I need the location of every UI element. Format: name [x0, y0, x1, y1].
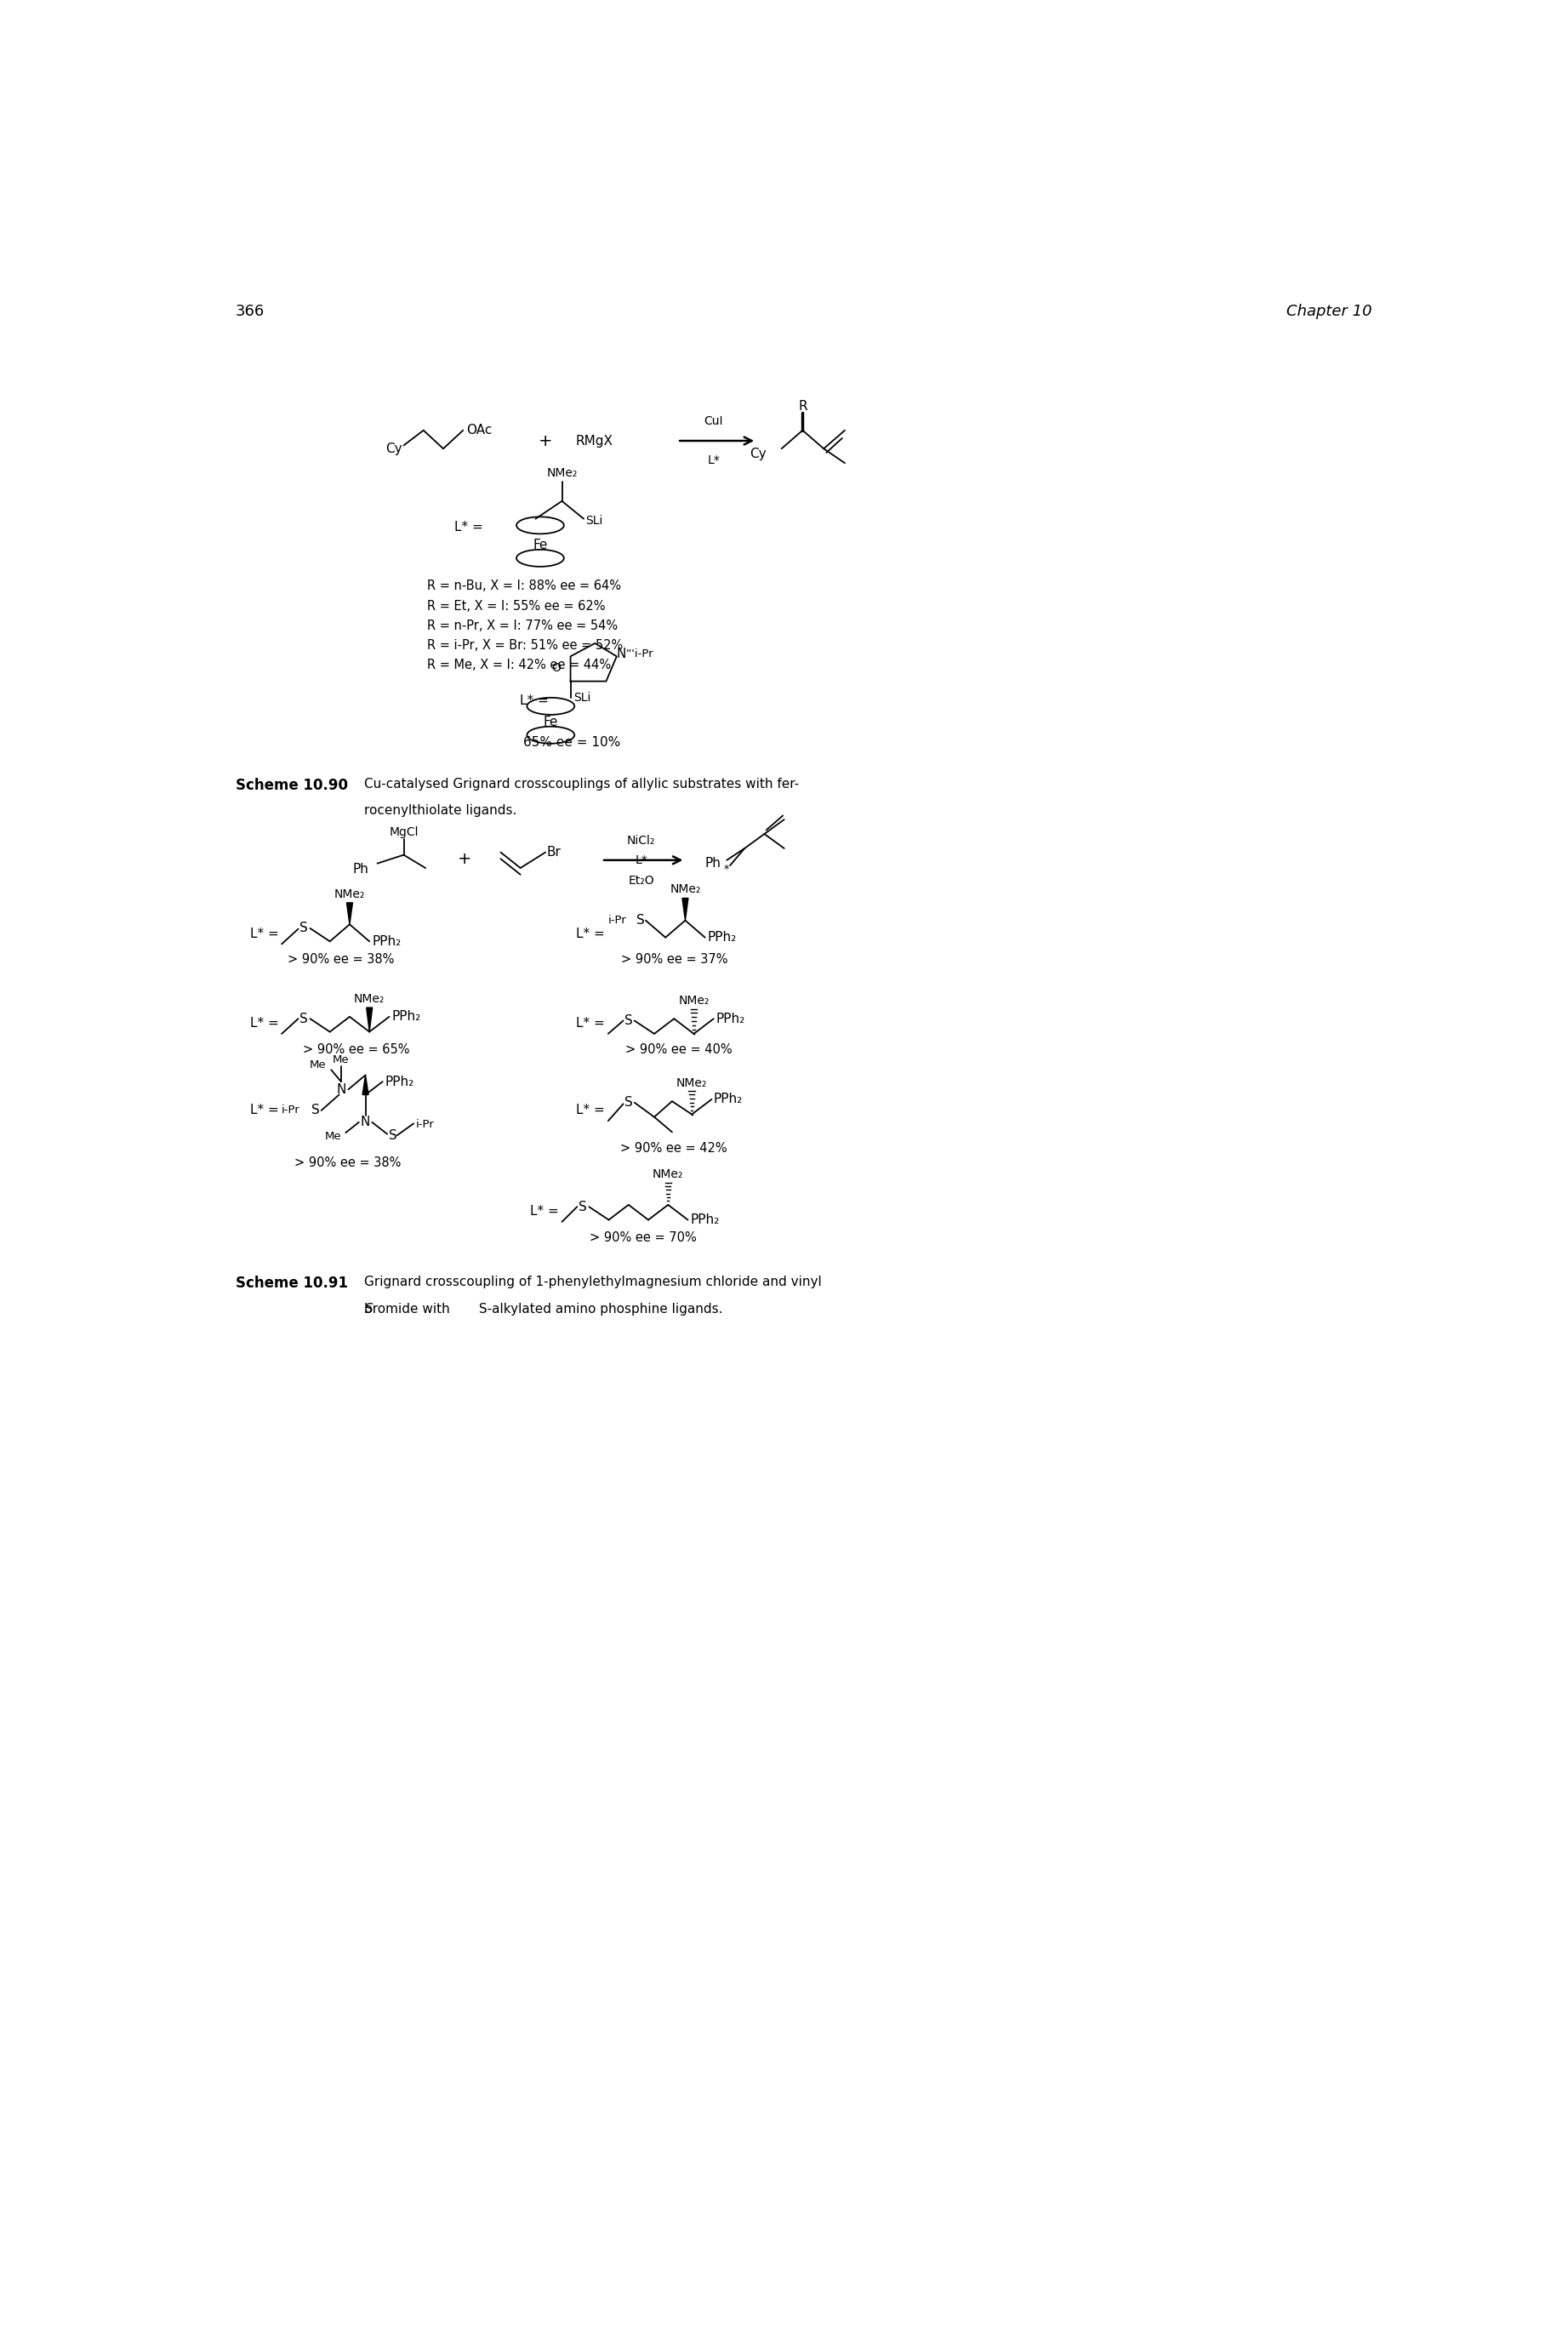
Text: Fe: Fe: [544, 715, 558, 729]
Text: S: S: [579, 1200, 586, 1214]
Polygon shape: [347, 903, 353, 924]
Text: +: +: [458, 851, 472, 868]
Text: SLi: SLi: [574, 691, 591, 703]
Text: L* =: L* =: [249, 927, 279, 941]
Text: PPh₂: PPh₂: [372, 936, 401, 948]
Text: i-Pr: i-Pr: [282, 1105, 299, 1115]
Text: S: S: [365, 1303, 373, 1315]
Text: L*: L*: [635, 854, 648, 866]
Text: R = n-Bu, X = I: 88% ee = 64%: R = n-Bu, X = I: 88% ee = 64%: [426, 581, 621, 593]
Polygon shape: [367, 1007, 372, 1033]
Text: PPh₂: PPh₂: [386, 1075, 414, 1089]
Polygon shape: [682, 898, 688, 920]
Text: N: N: [336, 1082, 347, 1096]
Text: *: *: [724, 863, 729, 875]
Text: S: S: [312, 1103, 320, 1117]
Text: L*: L*: [707, 454, 720, 466]
Text: L* =: L* =: [521, 694, 549, 708]
Text: PPh₂: PPh₂: [713, 1094, 743, 1105]
Text: S: S: [389, 1129, 397, 1141]
Text: L* =: L* =: [455, 520, 483, 534]
Text: Cy: Cy: [386, 442, 401, 454]
Text: +: +: [538, 433, 552, 449]
Text: R = i-Pr, X = Br: 51% ee = 52%: R = i-Pr, X = Br: 51% ee = 52%: [426, 640, 622, 652]
Text: Scheme 10.90: Scheme 10.90: [235, 779, 348, 793]
Text: O: O: [552, 663, 561, 675]
Text: RMgX: RMgX: [575, 435, 613, 447]
Text: NMe₂: NMe₂: [652, 1169, 684, 1181]
Text: R = Et, X = I: 55% ee = 62%: R = Et, X = I: 55% ee = 62%: [426, 600, 605, 612]
Text: N: N: [361, 1115, 370, 1129]
Text: SLi: SLi: [585, 515, 602, 527]
Text: CuI: CuI: [704, 416, 723, 428]
Text: 65% ee = 10%: 65% ee = 10%: [524, 736, 621, 748]
Text: Br: Br: [547, 847, 561, 858]
Text: L* =: L* =: [530, 1204, 558, 1218]
Text: PPh₂: PPh₂: [715, 1011, 745, 1025]
Text: NMe₂: NMe₂: [547, 468, 577, 480]
Text: S: S: [624, 1014, 633, 1028]
Text: Ph: Ph: [353, 863, 368, 875]
Text: Cu-catalysed Grignard crosscouplings of allylic substrates with fer-: Cu-catalysed Grignard crosscouplings of …: [364, 779, 800, 790]
Text: i-Pr: i-Pr: [416, 1120, 434, 1131]
Text: S: S: [299, 1011, 307, 1025]
Text: S: S: [299, 922, 307, 934]
Text: Chapter 10: Chapter 10: [1286, 303, 1372, 320]
Text: R: R: [798, 400, 808, 412]
Text: Grignard crosscoupling of 1-phenylethylmagnesium chloride and vinyl: Grignard crosscoupling of 1-phenylethylm…: [364, 1275, 822, 1289]
Text: Scheme 10.91: Scheme 10.91: [235, 1275, 348, 1291]
Text: NMe₂: NMe₂: [354, 993, 384, 1004]
Text: > 90% ee = 38%: > 90% ee = 38%: [287, 953, 395, 967]
Text: > 90% ee = 38%: > 90% ee = 38%: [295, 1157, 401, 1169]
Text: Fe: Fe: [533, 539, 547, 550]
Text: bromide with       S-alkylated amino phosphine ligands.: bromide with S-alkylated amino phosphine…: [364, 1303, 723, 1315]
Text: Cy: Cy: [750, 447, 767, 461]
Text: S: S: [624, 1096, 633, 1108]
Text: NMe₂: NMe₂: [679, 995, 709, 1007]
Text: i-Pr: i-Pr: [608, 915, 627, 927]
Text: 366: 366: [235, 303, 265, 320]
Text: '''i-Pr: '''i-Pr: [626, 649, 654, 659]
Text: Me: Me: [309, 1058, 326, 1070]
Text: N: N: [616, 647, 626, 661]
Text: NiCl₂: NiCl₂: [627, 835, 655, 847]
Text: Et₂O: Et₂O: [629, 875, 654, 887]
Text: > 90% ee = 65%: > 90% ee = 65%: [303, 1044, 409, 1056]
Text: PPh₂: PPh₂: [392, 1011, 420, 1023]
Text: L* =: L* =: [575, 1016, 605, 1030]
Text: R = Me, X = I: 42% ee = 44%: R = Me, X = I: 42% ee = 44%: [426, 659, 610, 670]
Text: NMe₂: NMe₂: [676, 1077, 707, 1089]
Text: PPh₂: PPh₂: [707, 931, 735, 943]
Text: S: S: [637, 915, 644, 927]
Text: OAc: OAc: [466, 423, 492, 437]
Text: > 90% ee = 42%: > 90% ee = 42%: [621, 1143, 728, 1155]
Text: L* =: L* =: [249, 1016, 279, 1030]
Text: L* =: L* =: [575, 927, 605, 941]
Text: NMe₂: NMe₂: [334, 889, 365, 901]
Text: L* =: L* =: [249, 1103, 279, 1117]
Text: > 90% ee = 70%: > 90% ee = 70%: [590, 1230, 696, 1244]
Text: PPh₂: PPh₂: [690, 1214, 720, 1225]
Text: Me: Me: [332, 1054, 350, 1065]
Polygon shape: [362, 1075, 368, 1094]
Text: Me: Me: [325, 1131, 342, 1143]
Text: MgCl: MgCl: [389, 826, 419, 840]
Text: NMe₂: NMe₂: [670, 884, 701, 896]
Text: > 90% ee = 40%: > 90% ee = 40%: [626, 1044, 732, 1056]
Text: L* =: L* =: [575, 1103, 605, 1117]
Text: R = n-Pr, X = I: 77% ee = 54%: R = n-Pr, X = I: 77% ee = 54%: [426, 619, 618, 633]
Text: rocenylthiolate ligands.: rocenylthiolate ligands.: [364, 804, 517, 816]
Text: > 90% ee = 37%: > 90% ee = 37%: [621, 953, 728, 967]
Text: Ph: Ph: [706, 856, 721, 870]
